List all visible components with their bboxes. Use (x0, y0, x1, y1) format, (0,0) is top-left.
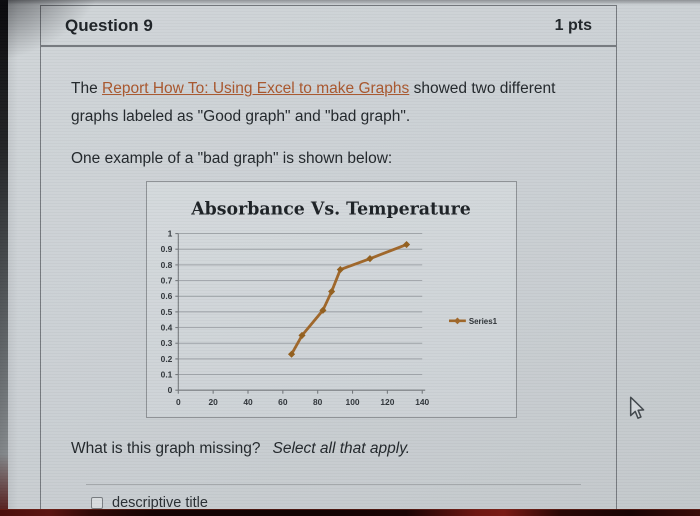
svg-text:1: 1 (168, 229, 173, 239)
svg-text:0.6: 0.6 (161, 291, 173, 301)
svg-text:Series1: Series1 (469, 317, 498, 326)
screen-bottom-bezel (0, 509, 700, 516)
question-title: Question 9 (65, 15, 153, 35)
svg-text:20: 20 (208, 397, 218, 407)
svg-text:0.9: 0.9 (161, 244, 173, 254)
screen-edge-shadow (0, 0, 8, 516)
svg-text:140: 140 (415, 397, 429, 407)
svg-text:0.7: 0.7 (161, 276, 173, 286)
prompt-question-text: What is this graph missing? (71, 440, 261, 457)
question-body: The Report How To: Using Excel to make G… (40, 46, 617, 516)
svg-text:Absorbance Vs. Temperature: Absorbance Vs. Temperature (190, 200, 471, 220)
option-checkbox[interactable] (91, 497, 103, 509)
answer-divider (86, 484, 581, 485)
svg-text:0.1: 0.1 (161, 370, 173, 380)
svg-text:120: 120 (380, 397, 394, 407)
svg-text:60: 60 (278, 397, 288, 407)
bad-graph-chart: Absorbance Vs. Temperature 0 0.1 0.2 0.3 0.4 0… (146, 181, 517, 418)
svg-text:0.3: 0.3 (161, 338, 173, 348)
mouse-cursor-icon (628, 396, 646, 425)
svg-text:0: 0 (168, 385, 173, 395)
question-points-badge: 1 pts (554, 16, 592, 34)
answer-option-row[interactable]: descriptive title (91, 495, 208, 511)
question-header: Question 9 1 pts (40, 5, 617, 46)
paragraph1-pre: The (71, 80, 103, 97)
svg-text:0.8: 0.8 (161, 260, 173, 270)
prompt-instruction-text: Select all that apply. (272, 440, 411, 457)
option-label: descriptive title (112, 495, 208, 511)
svg-text:80: 80 (313, 397, 323, 407)
example-intro-text: One example of a "bad graph" is shown be… (71, 150, 393, 167)
question-prompt: What is this graph missing? Select all th… (71, 440, 410, 458)
report-howto-link[interactable]: Report How To: Using Excel to make Graph… (102, 80, 410, 97)
question-text-paragraph: The Report How To: Using Excel to make G… (71, 75, 583, 131)
svg-text:0.4: 0.4 (161, 323, 173, 333)
svg-text:40: 40 (243, 397, 253, 407)
svg-text:100: 100 (346, 397, 360, 407)
chart-svg: Absorbance Vs. Temperature 0 0.1 0.2 0.3 0.4 0… (161, 200, 498, 407)
svg-text:0.5: 0.5 (161, 307, 173, 317)
svg-text:0.2: 0.2 (161, 354, 173, 364)
svg-text:0: 0 (176, 397, 181, 407)
paragraph1-post: showed two different graphs labeled as "… (71, 80, 556, 125)
